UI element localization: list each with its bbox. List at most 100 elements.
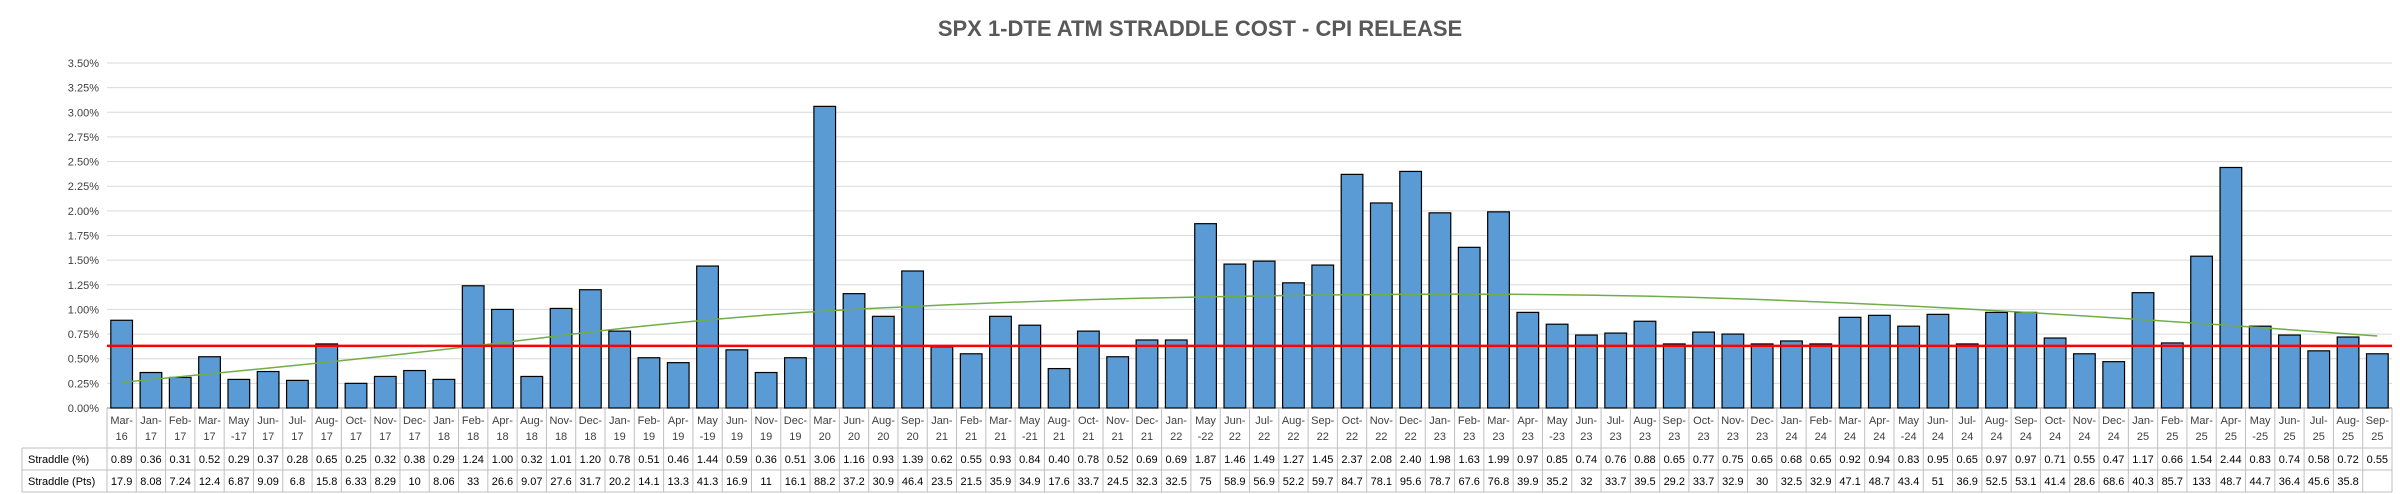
bar bbox=[842, 293, 866, 409]
table-cell-pts: 16.1 bbox=[785, 476, 806, 488]
bar bbox=[110, 319, 134, 409]
table-cell-pts: 47.1 bbox=[1839, 476, 1860, 488]
x-tick-label: Dec- bbox=[403, 415, 427, 427]
table-cell-pct: 1.98 bbox=[1429, 454, 1450, 466]
y-tick-label: 2.00% bbox=[68, 206, 99, 218]
x-tick-label: 23 bbox=[1463, 431, 1475, 443]
bar bbox=[198, 356, 221, 409]
table-cell-pts: 9.09 bbox=[257, 476, 278, 488]
table-cell-pts: 32 bbox=[1580, 476, 1592, 488]
x-tick-label: Aug- bbox=[1633, 415, 1657, 427]
y-tick-label: 1.25% bbox=[68, 280, 99, 292]
bar bbox=[989, 315, 1012, 409]
bar bbox=[139, 371, 163, 409]
x-tick-label: May bbox=[1019, 415, 1040, 427]
x-tick-label: Dec- bbox=[2102, 415, 2126, 427]
x-tick-label: 24 bbox=[2049, 431, 2061, 443]
bar bbox=[1311, 264, 1335, 409]
bar bbox=[1985, 311, 2008, 409]
bar bbox=[1604, 332, 1628, 409]
table-cell-pct: 1.27 bbox=[1283, 454, 1304, 466]
x-tick-label: Aug- bbox=[2336, 415, 2360, 427]
bar bbox=[1545, 323, 1569, 409]
x-tick-label: Nov- bbox=[755, 415, 779, 427]
x-tick-label: 18 bbox=[467, 431, 479, 443]
table-cell-pts: 34.9 bbox=[1019, 476, 1040, 488]
table-cell-pts: 78.7 bbox=[1429, 476, 1450, 488]
table-cell-pct: 0.65 bbox=[1751, 454, 1772, 466]
table-cell-pts: 68.6 bbox=[2103, 476, 2124, 488]
x-tick-label: Mar- bbox=[813, 415, 836, 427]
table-cell-pct: 0.94 bbox=[1869, 454, 1890, 466]
x-tick-label: 25 bbox=[2313, 431, 2325, 443]
table-cell-pts: 78.1 bbox=[1371, 476, 1392, 488]
table-cell-pts: 67.6 bbox=[1459, 476, 1480, 488]
table-cell-pct: 0.37 bbox=[257, 454, 278, 466]
table-cell-pts: 39.5 bbox=[1634, 476, 1655, 488]
x-tick-label: 20 bbox=[819, 431, 831, 443]
bar bbox=[1106, 356, 1130, 409]
bar bbox=[578, 289, 602, 409]
table-cell-pct: 0.58 bbox=[2308, 454, 2329, 466]
table-cell-pct: 1.46 bbox=[1224, 454, 1245, 466]
x-tick-label: Aug- bbox=[872, 415, 896, 427]
table-cell-pts: 76.8 bbox=[1488, 476, 1509, 488]
x-tick-label: 25 bbox=[2371, 431, 2383, 443]
table-cell-pct: 0.69 bbox=[1166, 454, 1187, 466]
x-tick-label: 23 bbox=[1668, 431, 1680, 443]
bar bbox=[2102, 361, 2126, 409]
bar bbox=[315, 343, 339, 409]
table-cell-pct: 3.06 bbox=[814, 454, 835, 466]
table-cell-pct: 0.72 bbox=[2337, 454, 2358, 466]
bar bbox=[1750, 343, 1774, 409]
table-cell-pct: 0.36 bbox=[140, 454, 161, 466]
x-tick-label: Mar- bbox=[110, 415, 133, 427]
x-tick-label: 20 bbox=[848, 431, 860, 443]
bar bbox=[1399, 170, 1423, 409]
x-tick-label: -19 bbox=[700, 431, 716, 443]
table-cell-pct: 0.75 bbox=[1722, 454, 1743, 466]
bar bbox=[2131, 292, 2155, 409]
x-tick-label: 19 bbox=[672, 431, 684, 443]
x-tick-label: Jan- bbox=[2132, 415, 2154, 427]
table-cell-pts: 88.2 bbox=[814, 476, 835, 488]
x-tick-label: Feb- bbox=[2161, 415, 2184, 427]
bar bbox=[2307, 350, 2331, 409]
y-tick-label: 3.25% bbox=[68, 83, 99, 95]
x-tick-label: Apr- bbox=[1869, 415, 1890, 427]
overlay-lines bbox=[107, 293, 2392, 384]
table-cell-pts: 39.9 bbox=[1517, 476, 1538, 488]
bar bbox=[783, 357, 807, 409]
x-tick-label: 24 bbox=[2020, 431, 2032, 443]
trend-line bbox=[121, 293, 2378, 384]
table-cell-pct: 0.88 bbox=[1634, 454, 1655, 466]
x-tick-label: 21 bbox=[1112, 431, 1124, 443]
bar bbox=[285, 379, 309, 409]
bar bbox=[637, 357, 661, 409]
x-tick-label: Jul- bbox=[289, 415, 307, 427]
table-cell-pts: 52.5 bbox=[1986, 476, 2007, 488]
x-tick-label: Jul- bbox=[1607, 415, 1625, 427]
table-cell-pts: 95.6 bbox=[1400, 476, 1421, 488]
table-cell-pct: 1.63 bbox=[1459, 454, 1480, 466]
x-tick-label: 17 bbox=[408, 431, 420, 443]
x-tick-label: 18 bbox=[526, 431, 538, 443]
table-cell-pts: 32.5 bbox=[1166, 476, 1187, 488]
x-tick-label: 22 bbox=[1346, 431, 1358, 443]
bar bbox=[373, 375, 397, 409]
table-cell-pts: 44.7 bbox=[2249, 476, 2270, 488]
x-tick-label: Nov- bbox=[1370, 415, 1394, 427]
bar bbox=[2014, 311, 2038, 409]
x-tick-label: Mar- bbox=[1487, 415, 1510, 427]
y-tick-label: 1.00% bbox=[68, 304, 99, 316]
x-tick-label: Nov- bbox=[1106, 415, 1130, 427]
bar bbox=[1076, 330, 1100, 409]
y-axis-ticks: 0.00% 0.25% 0.50% 0.75% 1.00% 1.25% 1.50% 1.75%… bbox=[68, 58, 99, 415]
x-tick-label: 23 bbox=[1727, 431, 1739, 443]
bar bbox=[344, 382, 368, 409]
bar bbox=[432, 378, 456, 409]
y-tick-label: 1.75% bbox=[68, 231, 99, 243]
x-tick-label: Mar- bbox=[198, 415, 221, 427]
x-tick-label: 22 bbox=[1229, 431, 1241, 443]
x-tick-label: 22 bbox=[1404, 431, 1416, 443]
